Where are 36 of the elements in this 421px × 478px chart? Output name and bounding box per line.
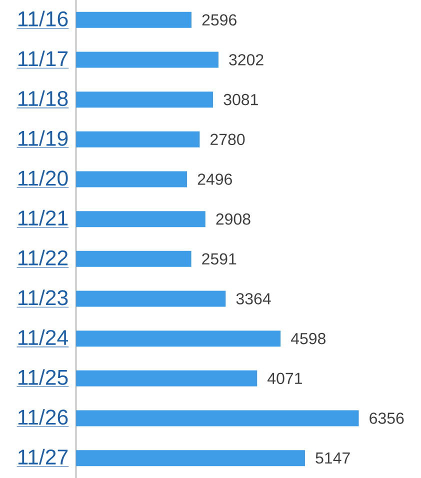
bar [76, 131, 200, 148]
data-label: 5147 [316, 452, 350, 464]
bar [76, 92, 214, 108]
y-tick-label: 11/17 [18, 50, 68, 66]
data-label: 3364 [236, 293, 271, 304]
bar [76, 370, 258, 386]
y-tick-label: 11/26 [18, 409, 68, 425]
data-label: 2908 [216, 213, 250, 225]
data-label: 2591 [202, 253, 236, 265]
bar [76, 410, 359, 426]
bar [76, 290, 226, 307]
y-tick-label: 11/21 [18, 210, 68, 226]
bar [76, 211, 206, 228]
y-tick-label: 11/18 [18, 90, 68, 106]
bar [76, 171, 188, 188]
data-label: 2780 [210, 134, 245, 146]
y-tick-label: 11/16 [18, 10, 68, 26]
y-tick-label: 11/20 [18, 170, 68, 186]
y-tick-label: 11/19 [18, 130, 68, 146]
y-tick-label: 11/23 [18, 290, 68, 306]
data-label: 2596 [202, 14, 236, 26]
y-tick-label: 11/27 [18, 448, 68, 465]
y-tick-label: 11/25 [18, 369, 68, 385]
y-tick-label: 11/24 [18, 329, 68, 346]
y-tick-label: 11/22 [18, 250, 68, 266]
bar [76, 52, 218, 68]
data-label: 4071 [268, 372, 302, 384]
bar [76, 250, 192, 267]
data-label: 2496 [198, 174, 232, 185]
data-label: 6356 [370, 412, 404, 424]
bar [76, 330, 281, 347]
bar [76, 12, 192, 28]
bar [76, 450, 305, 466]
data-label: 3202 [229, 54, 264, 66]
data-label: 3081 [224, 94, 258, 106]
data-label: 4598 [290, 332, 326, 344]
